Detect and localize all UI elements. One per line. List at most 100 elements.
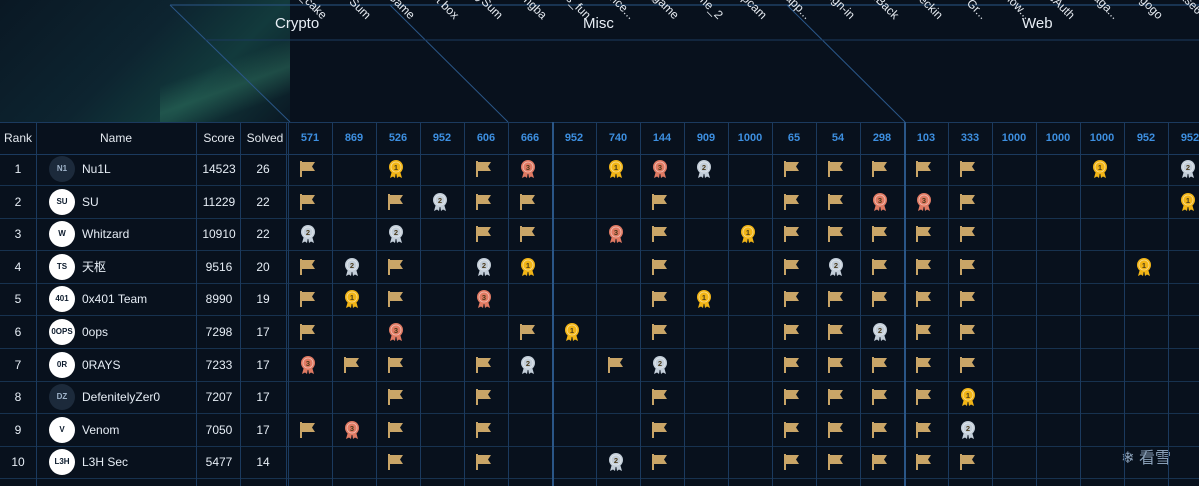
svg-text:1: 1 xyxy=(350,293,354,302)
grid-line xyxy=(772,122,773,486)
svg-text:2: 2 xyxy=(1186,163,1190,172)
grid-line xyxy=(36,122,37,486)
category-crypto: Crypto xyxy=(275,15,320,32)
flag-icon xyxy=(650,322,670,342)
team-name[interactable]: Nu1L xyxy=(82,162,111,176)
team-avatar: L3H xyxy=(49,449,75,476)
grid-line xyxy=(332,122,333,486)
team-name[interactable]: Venom xyxy=(82,422,120,437)
team-name[interactable]: L3H Sec xyxy=(82,455,129,470)
team-rank: 5 xyxy=(14,292,22,307)
team-avatar: TS xyxy=(49,253,75,280)
flag-icon xyxy=(782,355,802,375)
gold-medal-icon: 1 xyxy=(694,289,714,309)
team-name[interactable]: SU xyxy=(82,194,99,209)
flag-icon xyxy=(958,322,978,342)
team-rank: 6 xyxy=(14,325,22,339)
team-row[interactable]: 4 TS 天枢 9516 20 2 2 1 2 1 xyxy=(0,251,1199,284)
svg-text:1: 1 xyxy=(966,391,970,400)
team-row[interactable]: 2 SU SU 11229 22 2 3 3 1 xyxy=(0,186,1199,219)
svg-text:2: 2 xyxy=(306,228,310,237)
flag-icon xyxy=(958,452,978,472)
flag-icon xyxy=(826,355,846,375)
flag-icon xyxy=(782,420,802,440)
team-avatar: W xyxy=(49,221,75,248)
flag-icon xyxy=(782,257,802,277)
flag-icon xyxy=(914,452,934,472)
gold-medal-icon: 1 xyxy=(1178,192,1198,212)
challenge-header: piece_of_cakeSumGameidiot boxbabySumDala… xyxy=(0,0,1199,122)
flag-icon xyxy=(518,224,538,244)
team-name[interactable]: 0x401 Team xyxy=(82,292,148,307)
silver-medal-icon: 2 xyxy=(298,224,318,244)
team-row[interactable]: 5 401 0x401 Team 8990 19 1 3 1 xyxy=(0,283,1199,317)
gold-medal-icon: 1 xyxy=(518,257,538,277)
team-solved: 22 xyxy=(256,227,270,242)
flag-icon xyxy=(958,257,978,277)
flag-icon xyxy=(782,452,802,472)
score-header: Score xyxy=(203,131,235,145)
svg-text:1: 1 xyxy=(1186,195,1190,204)
flag-icon xyxy=(958,159,978,179)
flag-icon xyxy=(914,289,934,309)
svg-text:2: 2 xyxy=(966,424,970,433)
team-row[interactable]: 8DZDefenitelyZer072071712 xyxy=(0,381,1199,415)
challenge-points: 666 xyxy=(520,132,540,144)
flag-icon xyxy=(782,322,802,342)
team-row[interactable]: 6 0OPS 0ops 7298 17 3 1 2 xyxy=(0,316,1199,349)
team-name[interactable]: 0RAYS xyxy=(82,357,121,372)
flag-icon xyxy=(826,289,846,309)
gold-medal-icon: 1 xyxy=(738,224,758,244)
team-score: 9516 xyxy=(205,259,233,274)
team-name[interactable]: 0ops xyxy=(82,325,109,339)
flag-icon xyxy=(914,355,934,375)
svg-text:2: 2 xyxy=(834,261,838,270)
grid-line xyxy=(288,122,289,486)
team-name[interactable]: Whitzard xyxy=(82,227,130,242)
silver-medal-icon: 2 xyxy=(958,420,978,440)
silver-medal-icon: 2 xyxy=(386,224,406,244)
flag-icon xyxy=(826,224,846,244)
flag-icon xyxy=(914,159,934,179)
flag-icon xyxy=(782,159,802,179)
challenge-points: 103 xyxy=(916,132,936,144)
team-score: 5477 xyxy=(205,455,233,470)
team-name[interactable]: 天枢 xyxy=(82,259,107,274)
team-score: 11229 xyxy=(202,194,236,209)
team-row[interactable]: 9 V Venom 7050 17 3 2 xyxy=(0,414,1199,447)
team-row[interactable]: 3 W Whitzard 10910 22 2 2 3 1 xyxy=(0,218,1199,252)
team-rank: 8 xyxy=(14,390,22,405)
svg-text:2: 2 xyxy=(350,261,354,270)
gold-medal-icon: 1 xyxy=(386,159,406,179)
flag-icon xyxy=(474,355,494,375)
team-score: 7050 xyxy=(205,422,233,437)
team-row[interactable]: 7 0R 0RAYS 7233 17 3 2 2 xyxy=(0,349,1199,382)
rank-header: Rank xyxy=(3,131,32,145)
svg-text:2: 2 xyxy=(394,228,398,237)
grid-line xyxy=(860,122,861,486)
flag-icon xyxy=(474,387,494,407)
challenge-points: 952 xyxy=(432,132,452,144)
challenge-points: 571 xyxy=(300,132,320,144)
team-row[interactable]: 10 L3H L3H Sec 5477 14 2 xyxy=(0,446,1199,480)
team-row[interactable]: 1N1Nu1L145232613132121 xyxy=(0,153,1199,186)
team-rank: 10 xyxy=(11,455,25,470)
gold-medal-icon: 1 xyxy=(606,159,626,179)
bronze-medal-icon: 3 xyxy=(870,192,890,212)
silver-medal-icon: 2 xyxy=(606,452,626,472)
grid-line xyxy=(1124,122,1125,486)
team-name[interactable]: DefenitelyZer0 xyxy=(82,390,161,405)
flag-icon xyxy=(386,192,406,212)
flag-icon xyxy=(650,257,670,277)
silver-medal-icon: 2 xyxy=(870,322,890,342)
team-solved: 17 xyxy=(256,390,270,405)
challenge-name[interactable]: piece_of_cake xyxy=(249,0,330,22)
flag-icon xyxy=(914,420,934,440)
flag-icon xyxy=(826,452,846,472)
bronze-medal-icon: 3 xyxy=(474,289,494,309)
svg-text:2: 2 xyxy=(658,358,662,367)
team-solved: 14 xyxy=(256,455,270,470)
team-avatar: 401 xyxy=(49,286,75,313)
svg-text:1: 1 xyxy=(526,261,530,270)
category-web: Web xyxy=(1022,15,1053,32)
